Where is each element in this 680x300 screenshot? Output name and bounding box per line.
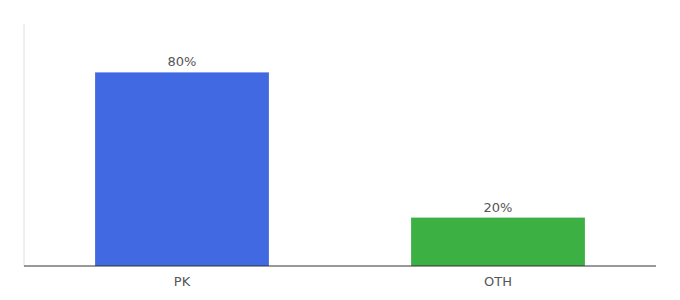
data-label: 20% — [484, 200, 513, 215]
bar — [411, 218, 585, 266]
x-tick-label: OTH — [484, 274, 512, 289]
chart-container: 80% 20% PK OTH — [0, 0, 680, 300]
x-tick-label: PK — [174, 274, 191, 289]
x-axis-line — [24, 266, 656, 267]
bar — [95, 72, 269, 266]
data-label: 80% — [168, 54, 197, 69]
chart-svg: 80% 20% PK OTH — [0, 0, 680, 300]
y-axis-line — [24, 24, 25, 266]
bars — [95, 72, 585, 266]
